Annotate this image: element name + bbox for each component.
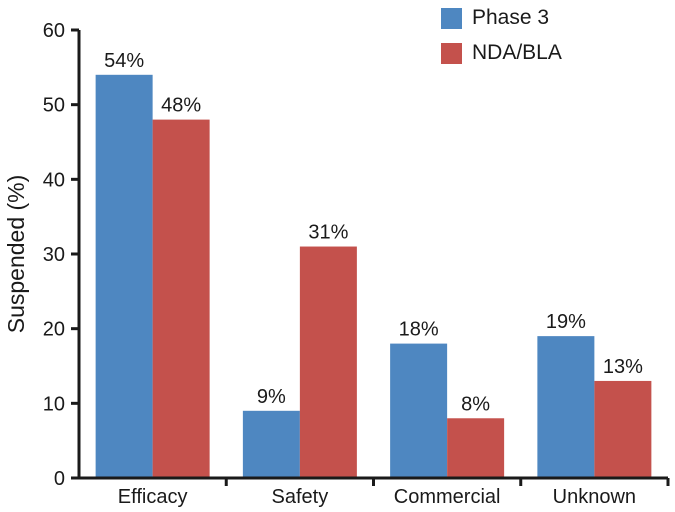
bar-phase3-commercial xyxy=(390,343,448,478)
y-tick-label: 30 xyxy=(43,244,65,266)
x-category-label: Commercial xyxy=(394,486,501,508)
bar-value-label: 13% xyxy=(603,356,643,378)
bar-ndabla-commercial xyxy=(447,418,505,478)
legend-swatch-phase3 xyxy=(441,7,462,29)
y-tick-label: 20 xyxy=(43,319,65,341)
bar-ndabla-efficacy xyxy=(152,119,210,478)
bar-value-label: 31% xyxy=(308,222,348,244)
x-category-label: Unknown xyxy=(553,486,636,508)
y-axis-title: Suspended (%) xyxy=(3,175,29,334)
legend-label-ndabla: NDA/BLA xyxy=(472,41,562,64)
bar-value-label: 8% xyxy=(461,393,490,415)
bar-value-label: 18% xyxy=(399,319,439,341)
bar-phase3-unknown xyxy=(537,336,595,478)
y-tick-label: 10 xyxy=(43,393,65,415)
bar-value-label: 19% xyxy=(546,311,586,333)
legend-item-ndabla: NDA/BLA xyxy=(441,41,562,65)
bar-value-label: 48% xyxy=(161,95,201,117)
bar-ndabla-unknown xyxy=(594,380,652,478)
bar-phase3-efficacy xyxy=(95,74,153,479)
y-tick-label: 0 xyxy=(54,468,65,490)
legend-label-phase3: Phase 3 xyxy=(472,6,550,29)
legend-item-phase3: Phase 3 xyxy=(441,6,562,30)
legend: Phase 3 NDA/BLA xyxy=(441,6,562,76)
legend-swatch-ndabla xyxy=(441,42,462,64)
bar-value-label: 54% xyxy=(104,50,144,72)
x-category-label: Efficacy xyxy=(118,486,188,508)
y-tick-label: 60 xyxy=(43,20,65,42)
x-category-label: Safety xyxy=(272,486,329,508)
bar-value-label: 9% xyxy=(257,386,286,408)
bar-ndabla-safety xyxy=(299,246,357,478)
y-tick-label: 50 xyxy=(43,95,65,117)
y-tick-label: 40 xyxy=(43,169,65,191)
bar-phase3-safety xyxy=(242,410,300,478)
